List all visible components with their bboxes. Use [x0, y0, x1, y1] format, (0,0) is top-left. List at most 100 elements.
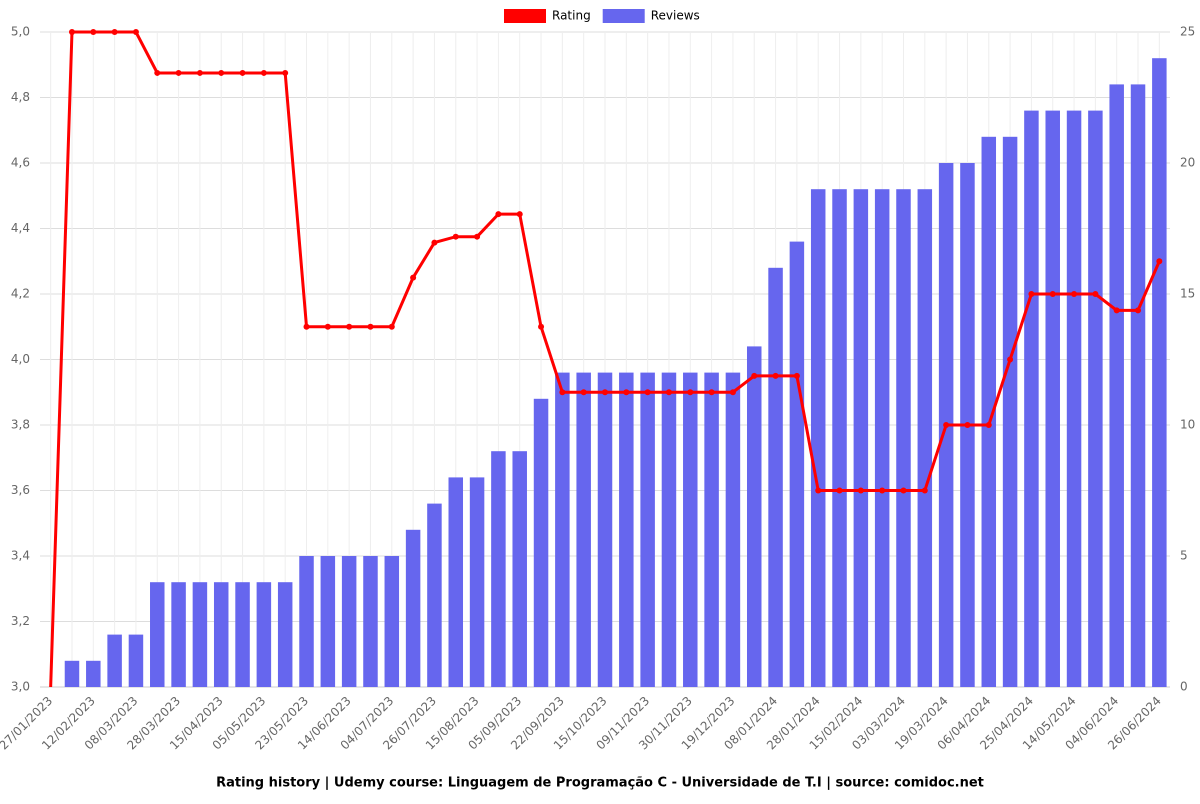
bar [107, 634, 122, 687]
y-tick-label: 3,0 [11, 680, 30, 694]
bar [810, 189, 826, 687]
bar [235, 582, 250, 687]
point [239, 69, 246, 76]
point [90, 29, 97, 35]
point [793, 372, 800, 379]
bar [981, 136, 997, 688]
bar [171, 582, 186, 687]
point [665, 389, 672, 396]
point [282, 69, 289, 76]
bar [1152, 58, 1167, 687]
legend-swatch [504, 9, 546, 23]
point [1156, 258, 1163, 265]
y-tick-label: 4,0 [11, 352, 30, 366]
point [196, 69, 203, 76]
point [751, 372, 758, 379]
bar [299, 556, 314, 687]
y2-tick-label: 5 [1180, 549, 1188, 563]
bar [768, 267, 783, 687]
y2-tick-label: 10 [1180, 418, 1195, 432]
bar [86, 660, 101, 687]
y-tick-label: 4,4 [11, 221, 30, 235]
bar [405, 529, 421, 687]
point [111, 29, 118, 35]
point [708, 389, 715, 396]
legend-label: Rating [552, 9, 591, 23]
bar [448, 477, 464, 687]
legend-swatch [602, 9, 645, 23]
bar [1130, 84, 1146, 687]
bar [640, 372, 655, 687]
bar [874, 189, 890, 687]
bar [320, 556, 336, 687]
y-tick-label: 3,8 [11, 418, 30, 432]
point [964, 422, 971, 428]
y-tick-label: 4,2 [11, 287, 30, 301]
point [154, 69, 161, 76]
point [879, 487, 886, 494]
point [474, 233, 481, 240]
point [815, 487, 822, 494]
bar [1045, 110, 1060, 688]
bar [725, 372, 741, 687]
point [1049, 291, 1056, 297]
y-tick-label: 4,6 [11, 156, 30, 170]
point [943, 422, 950, 428]
point [559, 389, 566, 396]
point [644, 389, 651, 396]
bar [555, 372, 570, 687]
point [1071, 291, 1078, 297]
point [346, 323, 353, 330]
bar [789, 241, 805, 687]
chart-title: Rating history | Udemy course: Linguagem… [216, 776, 984, 791]
point [410, 274, 417, 281]
point [602, 389, 608, 396]
bar [491, 451, 506, 687]
point [218, 69, 225, 76]
bar [150, 582, 165, 687]
point [1135, 307, 1142, 314]
bar [64, 660, 80, 687]
bar [832, 189, 847, 687]
bar [704, 372, 719, 687]
point [260, 69, 267, 76]
point [1028, 291, 1035, 297]
point [921, 487, 928, 494]
bar [661, 372, 677, 687]
point [452, 233, 459, 240]
y2-tick-label: 15 [1180, 287, 1195, 301]
y2-tick-label: 0 [1180, 680, 1188, 694]
bar [917, 189, 933, 687]
bar [1066, 110, 1082, 688]
bar [1109, 84, 1124, 687]
legend-label: Reviews [651, 9, 700, 23]
point [538, 323, 545, 330]
point [687, 389, 694, 396]
bar [597, 372, 613, 687]
y2-tick-label: 20 [1180, 156, 1195, 170]
point [495, 211, 502, 218]
y-tick-label: 5,0 [11, 25, 30, 39]
bar [1088, 110, 1103, 688]
y-tick-label: 3,6 [11, 483, 30, 497]
bar [533, 398, 549, 687]
bar [384, 556, 400, 687]
bar [619, 372, 634, 687]
bar [853, 189, 869, 687]
bar [341, 556, 357, 687]
bar [277, 582, 293, 687]
y-tick-label: 3,4 [11, 549, 30, 563]
bar [1024, 110, 1039, 688]
point [1092, 291, 1099, 297]
point [431, 239, 438, 246]
point [1113, 307, 1120, 314]
point [68, 29, 75, 35]
point [857, 487, 864, 494]
bar [512, 451, 527, 687]
bar [683, 372, 698, 687]
point [900, 487, 907, 494]
y-tick-label: 3,2 [11, 614, 30, 628]
point [324, 323, 331, 330]
point [1007, 356, 1014, 363]
